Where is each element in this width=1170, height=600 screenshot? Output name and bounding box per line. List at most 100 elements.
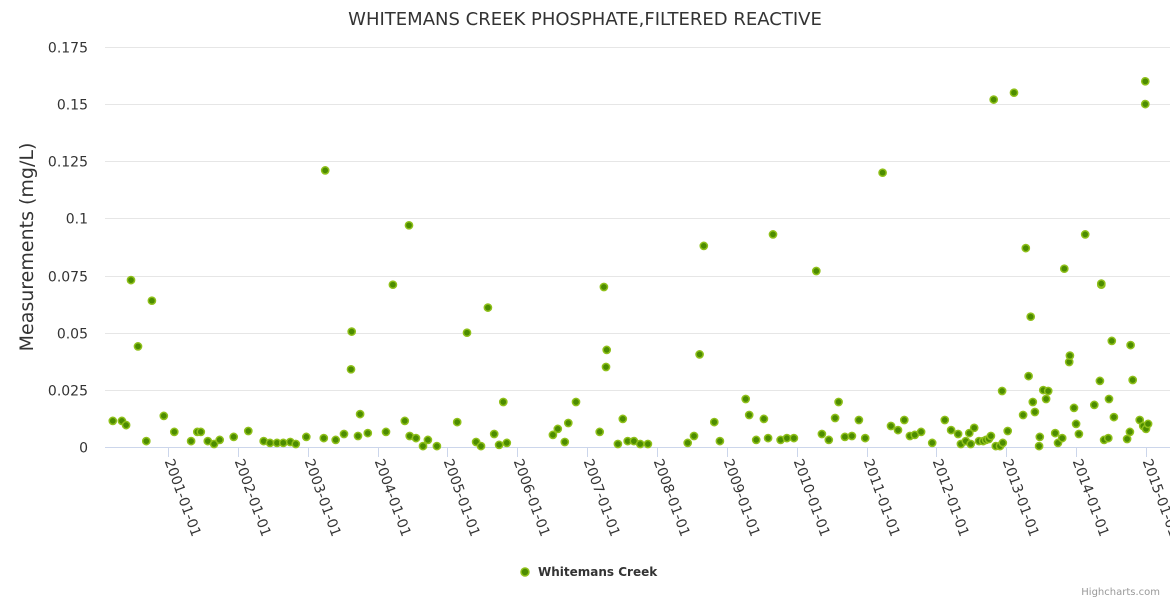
data-point[interactable] <box>1140 76 1150 86</box>
data-point[interactable] <box>347 327 357 336</box>
series-whitemans-creek[interactable] <box>108 76 1153 451</box>
data-point[interactable] <box>1103 433 1113 443</box>
data-point[interactable] <box>320 166 330 175</box>
data-point[interactable] <box>964 428 974 438</box>
data-point[interactable] <box>893 425 903 435</box>
data-point[interactable] <box>953 429 963 439</box>
data-point[interactable] <box>1069 403 1079 413</box>
data-point[interactable] <box>108 416 118 426</box>
data-point[interactable] <box>418 441 428 451</box>
data-point[interactable] <box>141 436 151 446</box>
data-point[interactable] <box>886 421 896 431</box>
data-point[interactable] <box>494 440 504 450</box>
data-point[interactable] <box>715 436 725 446</box>
legend-item-whitemans-creek[interactable]: Whitemans Creek <box>520 565 658 579</box>
data-point[interactable] <box>291 439 301 449</box>
data-point[interactable] <box>265 438 275 448</box>
data-point[interactable] <box>548 430 558 440</box>
data-point[interactable] <box>1104 394 1114 404</box>
data-point[interactable] <box>997 386 1007 396</box>
data-point[interactable] <box>355 409 365 419</box>
data-point[interactable] <box>613 439 623 449</box>
data-point[interactable] <box>899 415 909 425</box>
data-point[interactable] <box>452 417 462 427</box>
data-point[interactable] <box>1071 419 1081 429</box>
data-point[interactable] <box>1109 412 1119 422</box>
data-point[interactable] <box>689 431 699 441</box>
data-point[interactable] <box>186 436 196 446</box>
data-point[interactable] <box>759 414 769 424</box>
data-point[interactable] <box>1140 99 1150 109</box>
data-point[interactable] <box>353 431 363 441</box>
data-point[interactable] <box>159 411 169 421</box>
data-point[interactable] <box>1089 400 1099 410</box>
data-point[interactable] <box>229 432 239 442</box>
data-point[interactable] <box>599 282 609 292</box>
data-point[interactable] <box>411 433 421 443</box>
data-point[interactable] <box>126 275 136 285</box>
data-point[interactable] <box>563 418 573 428</box>
data-point[interactable] <box>789 433 799 443</box>
data-point[interactable] <box>969 423 979 433</box>
data-point[interactable] <box>339 429 349 439</box>
data-point[interactable] <box>709 417 719 427</box>
data-point[interactable] <box>1125 427 1135 437</box>
data-point[interactable] <box>432 441 442 451</box>
data-point[interactable] <box>1107 336 1117 346</box>
data-point[interactable] <box>1009 88 1019 98</box>
data-point[interactable] <box>602 345 612 355</box>
data-point[interactable] <box>483 303 493 312</box>
data-point[interactable] <box>363 428 373 438</box>
data-point[interactable] <box>1026 312 1036 322</box>
data-point[interactable] <box>1074 429 1084 439</box>
data-point[interactable] <box>498 397 508 407</box>
data-point[interactable] <box>196 427 206 437</box>
data-point[interactable] <box>1080 230 1090 239</box>
data-point[interactable] <box>502 438 512 448</box>
data-point[interactable] <box>847 431 857 441</box>
data-point[interactable] <box>643 439 653 449</box>
data-point[interactable] <box>878 168 887 178</box>
data-point[interactable] <box>278 438 288 448</box>
data-point[interactable] <box>916 427 926 437</box>
data-point[interactable] <box>553 424 563 434</box>
data-point[interactable] <box>595 427 605 437</box>
data-point[interactable] <box>133 342 143 351</box>
data-point[interactable] <box>1034 441 1044 451</box>
data-point[interactable] <box>744 410 754 420</box>
data-point[interactable] <box>319 433 329 443</box>
data-point[interactable] <box>989 95 999 104</box>
data-point[interactable] <box>346 364 356 374</box>
data-point[interactable] <box>840 432 850 442</box>
data-point[interactable] <box>1021 243 1031 253</box>
data-point[interactable] <box>1065 351 1075 360</box>
data-point[interactable] <box>618 414 628 424</box>
data-point[interactable] <box>423 435 433 445</box>
data-point[interactable] <box>601 362 611 372</box>
data-point[interactable] <box>301 432 311 442</box>
data-point[interactable] <box>1050 428 1060 438</box>
data-point[interactable] <box>1122 434 1132 444</box>
data-point[interactable] <box>699 241 709 251</box>
data-point[interactable] <box>1030 407 1040 417</box>
credits-link[interactable]: Highcharts.com <box>1081 587 1160 598</box>
data-point[interactable] <box>1024 371 1033 381</box>
data-point[interactable] <box>209 439 219 449</box>
data-point[interactable] <box>147 296 157 306</box>
data-point[interactable] <box>834 397 843 407</box>
data-point[interactable] <box>388 280 398 290</box>
data-point[interactable] <box>768 230 778 239</box>
data-point[interactable] <box>1028 397 1038 407</box>
data-point[interactable] <box>683 438 693 448</box>
data-point[interactable] <box>1128 375 1138 385</box>
data-point[interactable] <box>1126 340 1135 350</box>
data-point[interactable] <box>635 439 645 449</box>
data-point[interactable] <box>121 420 131 430</box>
data-point[interactable] <box>1018 410 1028 420</box>
data-point[interactable] <box>830 413 840 423</box>
data-point[interactable] <box>381 427 391 437</box>
data-point[interactable] <box>1096 279 1106 288</box>
data-point[interactable] <box>860 433 870 443</box>
data-point[interactable] <box>986 431 996 441</box>
data-point[interactable] <box>946 425 956 435</box>
